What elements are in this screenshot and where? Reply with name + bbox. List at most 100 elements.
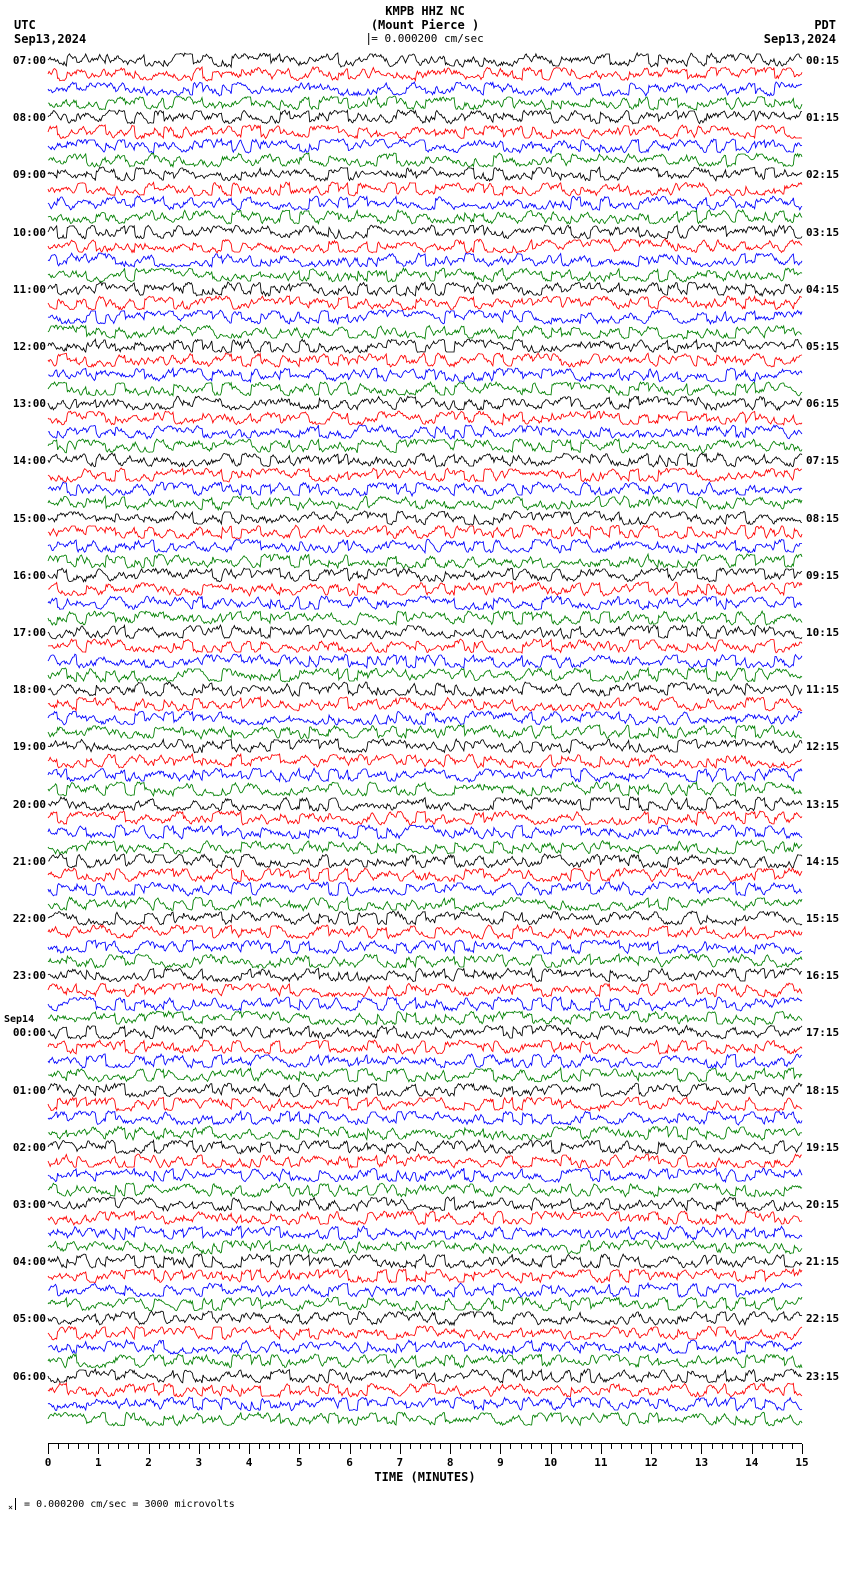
- x-tick-minor: [189, 1444, 190, 1449]
- header-center: KMPB HHZ NC (Mount Pierce ) = 0.000200 c…: [366, 4, 484, 46]
- utc-time-label: 06:00: [6, 1370, 46, 1383]
- x-tick-minor: [631, 1444, 632, 1449]
- x-tick-major: [500, 1444, 501, 1454]
- x-tick-minor: [581, 1444, 582, 1449]
- x-tick-minor: [88, 1444, 89, 1449]
- x-tick-major: [651, 1444, 652, 1454]
- x-tick-label: 8: [447, 1456, 454, 1469]
- x-tick-label: 4: [246, 1456, 253, 1469]
- x-tick-minor: [571, 1444, 572, 1449]
- x-tick-minor: [641, 1444, 642, 1449]
- utc-label: UTC: [14, 18, 86, 32]
- utc-time-label: 18:00: [6, 683, 46, 696]
- trace-area: 07:0000:1508:0001:1509:0002:1510:0003:15…: [48, 50, 802, 1443]
- utc-time-label: 15:00: [6, 512, 46, 525]
- x-tick-minor: [611, 1444, 612, 1449]
- x-tick-label: 12: [645, 1456, 658, 1469]
- utc-time-label: 19:00: [6, 740, 46, 753]
- x-tick-major: [551, 1444, 552, 1454]
- x-tick-label: 7: [397, 1456, 404, 1469]
- x-tick-minor: [259, 1444, 260, 1449]
- pdt-time-label: 10:15: [806, 626, 848, 639]
- x-tick-minor: [68, 1444, 69, 1449]
- x-tick-minor: [118, 1444, 119, 1449]
- utc-time-label: 20:00: [6, 798, 46, 811]
- utc-date: Sep13,2024: [14, 32, 86, 46]
- utc-time-label: 01:00: [6, 1084, 46, 1097]
- pdt-time-label: 23:15: [806, 1370, 848, 1383]
- pdt-time-label: 19:15: [806, 1141, 848, 1154]
- x-tick-minor: [179, 1444, 180, 1449]
- utc-time-label: 23:00: [6, 969, 46, 982]
- x-tick-minor: [661, 1444, 662, 1449]
- x-tick-major: [450, 1444, 451, 1454]
- x-axis-title: TIME (MINUTES): [374, 1470, 475, 1484]
- x-tick-major: [299, 1444, 300, 1454]
- x-tick-minor: [531, 1444, 532, 1449]
- x-tick-minor: [440, 1444, 441, 1449]
- x-tick-major: [701, 1444, 702, 1454]
- pdt-time-label: 09:15: [806, 569, 848, 582]
- utc-time-label: 11:00: [6, 283, 46, 296]
- x-tick-minor: [671, 1444, 672, 1449]
- x-tick-major: [400, 1444, 401, 1454]
- x-tick-label: 6: [346, 1456, 353, 1469]
- utc-time-label: 00:00: [6, 1026, 46, 1039]
- utc-time-label: 07:00: [6, 54, 46, 67]
- header-utc: UTC Sep13,2024: [14, 18, 86, 46]
- scale-note: = 0.000200 cm/sec: [366, 32, 484, 46]
- x-tick-minor: [390, 1444, 391, 1449]
- utc-time-label: 17:00: [6, 626, 46, 639]
- x-tick-minor: [219, 1444, 220, 1449]
- x-tick-minor: [722, 1444, 723, 1449]
- x-tick-label: 3: [195, 1456, 202, 1469]
- x-tick-label: 11: [594, 1456, 607, 1469]
- x-tick-label: 15: [795, 1456, 808, 1469]
- x-tick-minor: [561, 1444, 562, 1449]
- x-tick-minor: [691, 1444, 692, 1449]
- x-tick-minor: [269, 1444, 270, 1449]
- utc-time-label: 05:00: [6, 1312, 46, 1325]
- x-tick-minor: [340, 1444, 341, 1449]
- pdt-time-label: 15:15: [806, 912, 848, 925]
- x-tick-minor: [772, 1444, 773, 1449]
- x-tick-major: [48, 1444, 49, 1454]
- x-tick-minor: [319, 1444, 320, 1449]
- x-tick-minor: [380, 1444, 381, 1449]
- pdt-time-label: 06:15: [806, 397, 848, 410]
- pdt-time-label: 04:15: [806, 283, 848, 296]
- trace-row: [48, 1419, 802, 1433]
- utc-time-label: 04:00: [6, 1255, 46, 1268]
- pdt-time-label: 21:15: [806, 1255, 848, 1268]
- x-tick-label: 0: [45, 1456, 52, 1469]
- x-tick-minor: [420, 1444, 421, 1449]
- x-tick-minor: [591, 1444, 592, 1449]
- utc-time-label: 03:00: [6, 1198, 46, 1211]
- x-tick-minor: [209, 1444, 210, 1449]
- x-tick-minor: [480, 1444, 481, 1449]
- utc-time-label: 13:00: [6, 397, 46, 410]
- location-line: (Mount Pierce ): [366, 18, 484, 32]
- x-tick-minor: [108, 1444, 109, 1449]
- pdt-time-label: 11:15: [806, 683, 848, 696]
- pdt-time-label: 02:15: [806, 168, 848, 181]
- pdt-time-label: 18:15: [806, 1084, 848, 1097]
- x-tick-minor: [169, 1444, 170, 1449]
- x-tick-minor: [289, 1444, 290, 1449]
- utc-time-label: 22:00: [6, 912, 46, 925]
- x-tick-label: 10: [544, 1456, 557, 1469]
- x-tick-minor: [621, 1444, 622, 1449]
- pdt-date: Sep13,2024: [764, 32, 836, 46]
- pdt-time-label: 00:15: [806, 54, 848, 67]
- utc-time-label: 21:00: [6, 855, 46, 868]
- x-tick-label: 2: [145, 1456, 152, 1469]
- x-tick-label: 9: [497, 1456, 504, 1469]
- header: UTC Sep13,2024 KMPB HHZ NC (Mount Pierce…: [0, 0, 850, 50]
- x-tick-minor: [410, 1444, 411, 1449]
- x-tick-minor: [762, 1444, 763, 1449]
- x-tick-major: [249, 1444, 250, 1454]
- x-tick-major: [149, 1444, 150, 1454]
- header-pdt: PDT Sep13,2024: [764, 18, 836, 46]
- x-tick-major: [802, 1444, 803, 1454]
- pdt-time-label: 03:15: [806, 226, 848, 239]
